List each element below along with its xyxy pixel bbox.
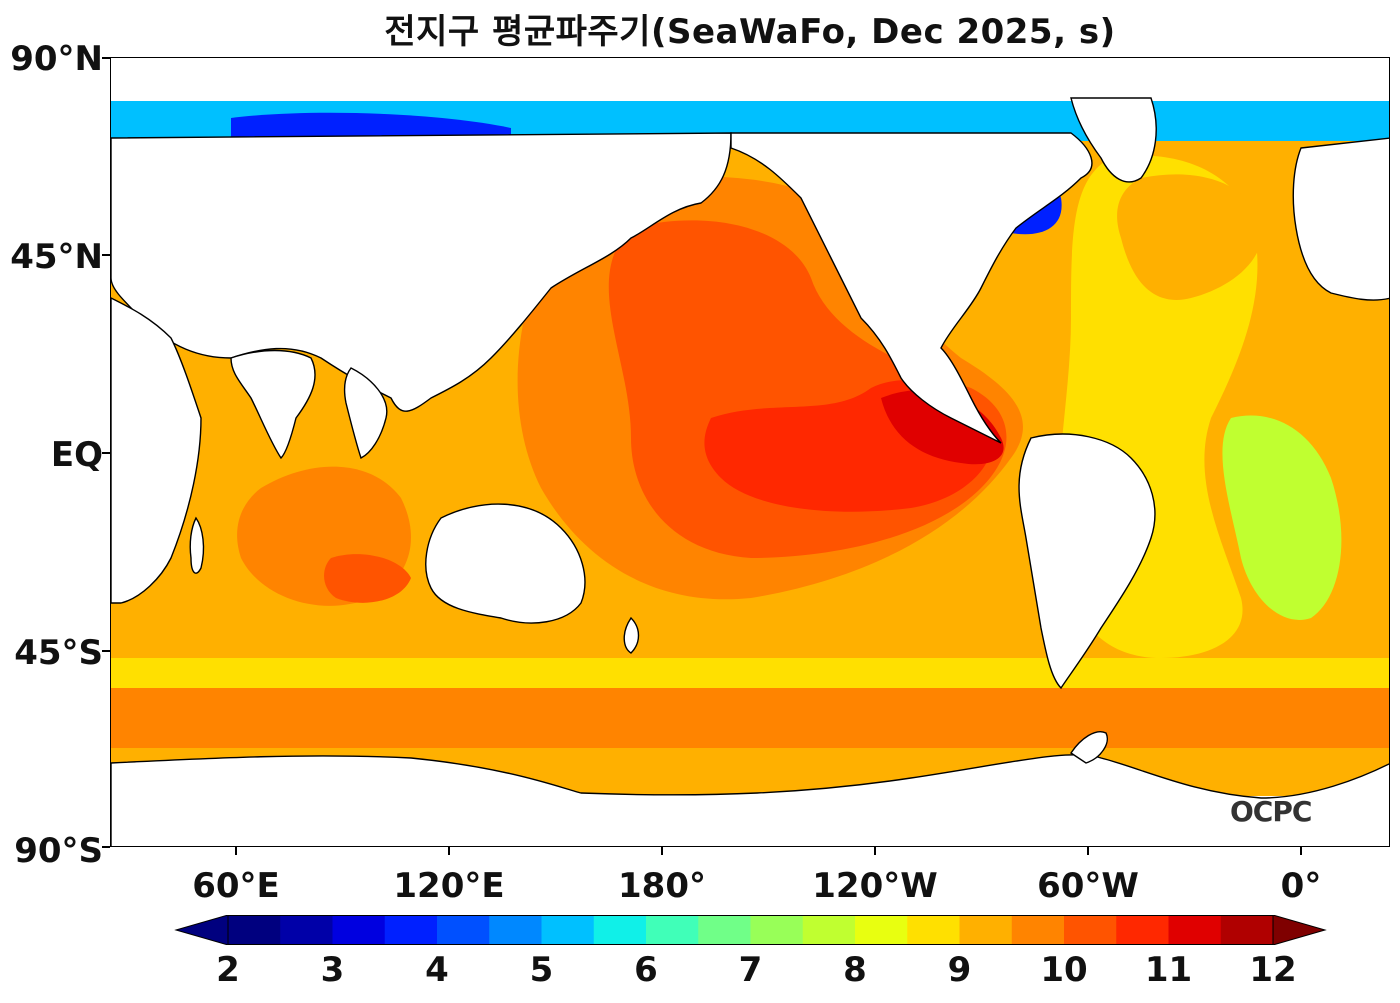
colorbar-tick-label: 8 [843, 950, 867, 990]
australia [425, 503, 586, 624]
y-tick [102, 57, 110, 59]
y-tick-label: 45°S [14, 633, 103, 673]
colorbar-swatch [541, 915, 595, 945]
colorbar-swatch [1064, 915, 1117, 945]
colorbar-swatch [750, 915, 804, 945]
indian-ocean-core [324, 554, 411, 603]
land [111, 97, 1389, 846]
north-atlantic-high [1117, 174, 1263, 300]
x-tick-label: 120°E [393, 866, 505, 906]
colorbar-swatch [802, 915, 856, 945]
y-tick [102, 254, 110, 256]
eurasia [111, 132, 732, 412]
wave-period-map [111, 97, 1389, 846]
colorbar-swatch [646, 915, 699, 945]
map-title: 전지구 평균파주기(SeaWaFo, Dec 2025, s) [384, 12, 1116, 52]
southern-band-2 [111, 688, 1389, 758]
colorbar-swatch [384, 915, 438, 945]
colorbar-tick-label: 2 [216, 950, 240, 990]
colorbar-swatch [280, 915, 333, 945]
x-tick [235, 847, 237, 855]
map-area[interactable] [110, 57, 1390, 847]
colorbar-tick-label: 6 [634, 950, 658, 990]
x-tick [448, 847, 450, 855]
colorbar-over-triangle [1272, 915, 1327, 945]
colorbar-tick-label: 7 [738, 950, 763, 990]
y-tick-label: 90°S [14, 831, 103, 871]
x-tick-label: 60°E [192, 866, 280, 906]
antarctic-peninsula [1070, 731, 1108, 764]
africa [111, 297, 202, 604]
y-tick [102, 650, 110, 652]
colorbar-tick-label: 5 [529, 950, 554, 990]
europe [1292, 137, 1389, 301]
colorbar-frame [227, 915, 1274, 945]
colorbar-tick-label: 12 [1249, 950, 1297, 990]
colorbar-tick-label: 4 [425, 950, 449, 990]
colorbar-tick-label: 11 [1144, 950, 1193, 990]
x-tick-label: 180° [618, 866, 706, 906]
colorbar-swatch [1220, 915, 1274, 945]
y-tick-label: 90°N [10, 39, 103, 79]
colorbar-swatch [437, 915, 490, 945]
new-zealand [623, 616, 640, 654]
colorbar-swatch [959, 915, 1013, 945]
colorbar-swatch [332, 915, 386, 945]
colorbar-tick-label: 9 [947, 950, 972, 990]
x-tick [1087, 847, 1089, 855]
colorbar-tick-label: 3 [320, 950, 345, 990]
x-tick-label: 120°W [812, 866, 938, 906]
y-tick [102, 846, 110, 848]
colorbar-swatch [1116, 915, 1169, 945]
x-tick [874, 847, 876, 855]
colorbar-swatch [698, 915, 751, 945]
colorbar-swatch [489, 915, 542, 945]
colorbar-under-triangle [174, 915, 229, 945]
ocpc-logo: OCPC [1230, 795, 1312, 828]
colorbar-swatch [1168, 915, 1222, 945]
south-america [1018, 433, 1156, 690]
greenland [1070, 97, 1157, 183]
south-atlantic-green [1222, 415, 1342, 620]
x-tick-label: 0° [1280, 866, 1322, 906]
colorbar-swatch [1011, 915, 1065, 945]
y-tick-label: 45°N [10, 237, 103, 277]
colorbar-swatch [228, 915, 281, 945]
y-tick-label: EQ [50, 435, 103, 475]
colorbar-swatch [593, 915, 647, 945]
southern-band [111, 658, 1389, 688]
colorbar-tick-label: 10 [1040, 950, 1088, 990]
madagascar [189, 516, 205, 574]
y-tick [102, 452, 110, 454]
se-asia [343, 367, 388, 459]
colorbar [174, 915, 1327, 945]
x-tick [661, 847, 663, 855]
x-tick [1300, 847, 1302, 855]
colorbar-swatch [907, 915, 960, 945]
india [230, 349, 316, 460]
x-tick-label: 60°W [1037, 866, 1139, 906]
colorbar-swatch [855, 915, 908, 945]
antarctica [111, 754, 1389, 846]
north-america [730, 132, 1093, 444]
